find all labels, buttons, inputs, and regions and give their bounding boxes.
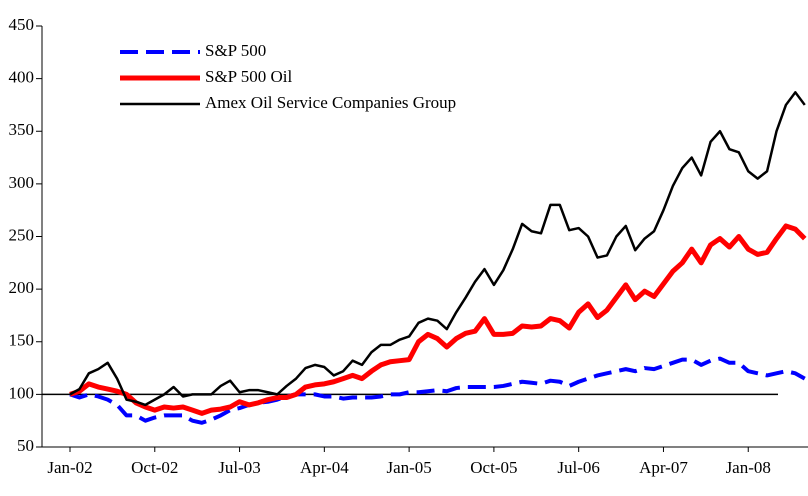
x-tick-label: Apr-07 — [639, 458, 688, 477]
x-tick-label: Oct-02 — [131, 458, 178, 477]
series-line — [69, 223, 807, 416]
legend-label: Amex Oil Service Companies Group — [205, 93, 456, 112]
y-tick-label: 250 — [9, 225, 35, 244]
y-tick-label: 100 — [9, 383, 35, 402]
x-tick-label: Jan-08 — [726, 458, 771, 477]
x-tick-label: Jul-03 — [218, 458, 261, 477]
x-tick-label: Apr-04 — [300, 458, 349, 477]
x-tick-label: Jul-06 — [557, 458, 600, 477]
y-tick-label: 400 — [9, 68, 35, 87]
y-tick-label: 350 — [9, 120, 35, 139]
legend-label: S&P 500 — [205, 41, 266, 60]
y-tick-label: 150 — [9, 331, 35, 350]
y-tick-label: 300 — [9, 173, 35, 192]
series-line — [69, 91, 806, 407]
x-tick-label: Jan-02 — [47, 458, 92, 477]
x-tick-label: Jan-05 — [386, 458, 431, 477]
series-line — [69, 356, 806, 425]
legend-label: S&P 500 Oil — [205, 67, 293, 86]
y-tick-label: 50 — [17, 436, 34, 455]
y-tick-label: 450 — [9, 15, 35, 34]
y-tick-label: 200 — [9, 278, 35, 297]
x-tick-label: Oct-05 — [470, 458, 517, 477]
